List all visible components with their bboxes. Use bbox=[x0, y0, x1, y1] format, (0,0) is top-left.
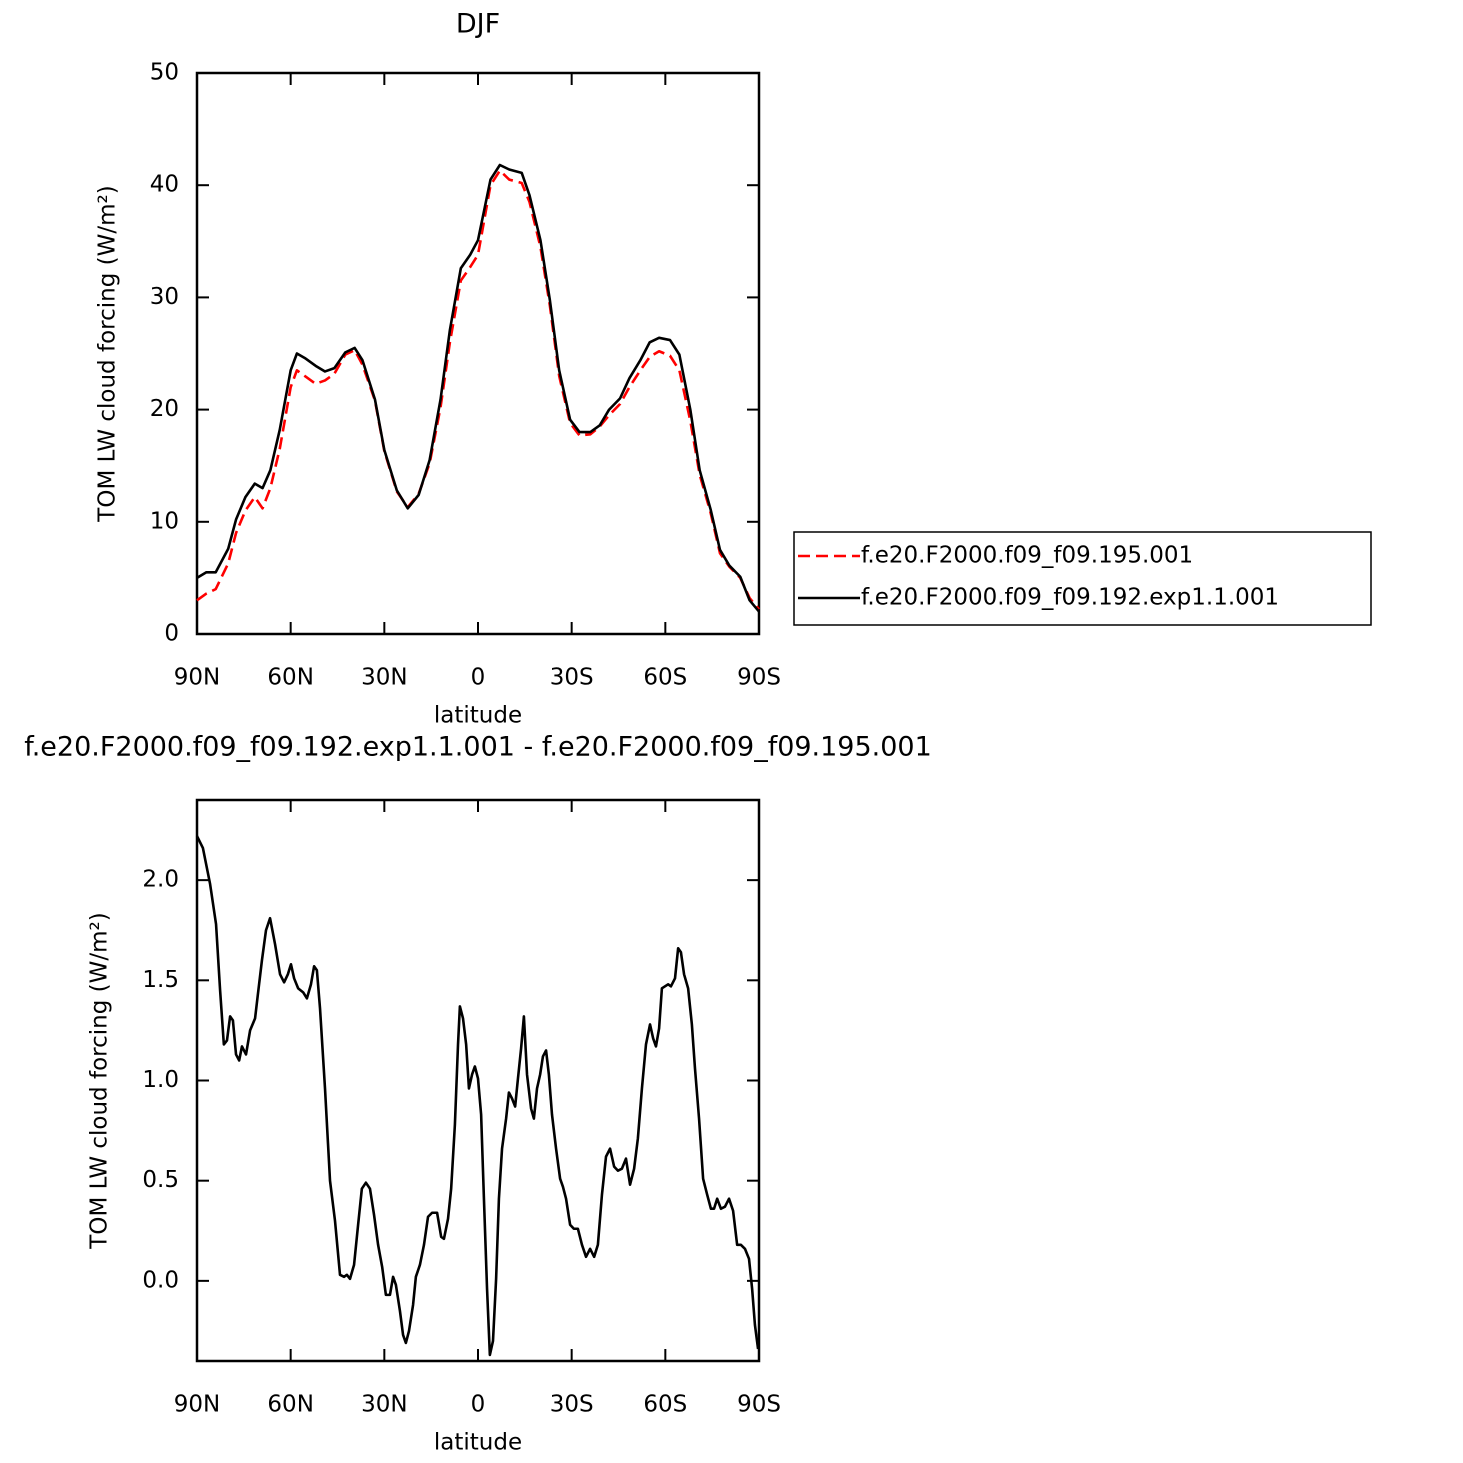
y-tick-label: 0.5 bbox=[142, 1167, 179, 1193]
x-tick-label: 90S bbox=[737, 665, 781, 691]
plot-frame bbox=[195, 71, 761, 636]
x-axis-title: latitude bbox=[434, 1430, 522, 1456]
x-tick-label: 30N bbox=[361, 665, 407, 691]
x-axis-title: latitude bbox=[434, 703, 522, 729]
x-tick-label: 60N bbox=[267, 1392, 313, 1418]
y-tick-label: 2.0 bbox=[142, 867, 179, 893]
chart-title: f.e20.F2000.f09_f09.192.exp1.1.001 - f.e… bbox=[24, 732, 932, 763]
y-tick-label: 20 bbox=[150, 396, 179, 422]
x-tick-label: 90S bbox=[737, 1392, 781, 1418]
y-tick-label: 30 bbox=[150, 284, 179, 310]
x-tick-label: 30S bbox=[550, 665, 594, 691]
data-line bbox=[196, 163, 760, 613]
panel: f.e20.F2000.f09_f09.192.exp1.1.001 - f.e… bbox=[24, 732, 932, 1456]
y-tick-label: 40 bbox=[150, 172, 179, 198]
legend-label: f.e20.F2000.f09_f09.192.exp1.1.001 bbox=[861, 585, 1279, 611]
x-tick-label: 0 bbox=[471, 665, 486, 691]
x-tick-label: 30N bbox=[361, 1392, 407, 1418]
legend-box bbox=[793, 531, 1372, 626]
x-tick-label: 60S bbox=[643, 1392, 687, 1418]
x-tick-label: 60N bbox=[267, 665, 313, 691]
y-tick-label: 50 bbox=[150, 60, 179, 86]
y-axis-title: TOM LW cloud forcing (W/m²) bbox=[95, 185, 121, 522]
x-tick-label: 0 bbox=[471, 1392, 486, 1418]
y-tick-label: 1.0 bbox=[142, 1067, 179, 1093]
y-tick-label: 0 bbox=[164, 621, 179, 647]
y-tick-label: 0.0 bbox=[142, 1267, 179, 1293]
x-tick-label: 60S bbox=[643, 665, 687, 691]
chart-title: DJF bbox=[456, 9, 500, 40]
data-line bbox=[195, 835, 760, 1357]
x-tick-label: 90N bbox=[174, 665, 220, 691]
legend-label: f.e20.F2000.f09_f09.195.001 bbox=[861, 543, 1193, 569]
y-tick-label: 1.5 bbox=[142, 967, 179, 993]
panel: DJF 90N 60N 30N 0 30S 60S 90S 0 10 20 30 40 50 latitud… bbox=[95, 9, 1372, 729]
data-line bbox=[196, 169, 760, 611]
y-axis-title: TOM LW cloud forcing (W/m²) bbox=[87, 912, 113, 1249]
x-tick-label: 90N bbox=[174, 1392, 220, 1418]
y-tick-label: 10 bbox=[150, 508, 179, 534]
x-tick-label: 30S bbox=[550, 1392, 594, 1418]
